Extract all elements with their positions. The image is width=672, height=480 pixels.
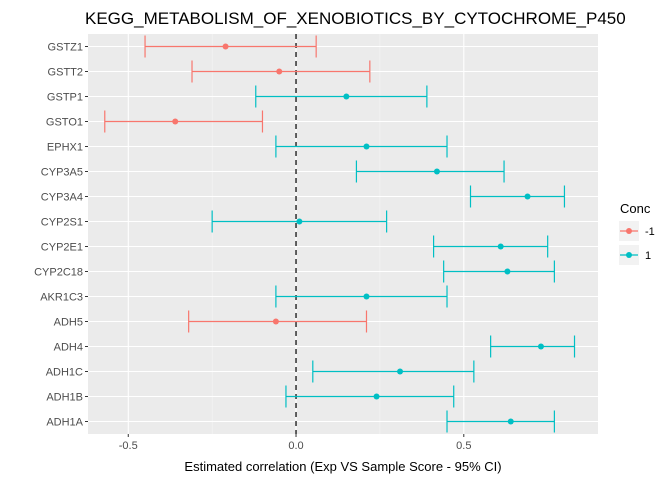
- errorbar: [255, 85, 428, 108]
- y-tick-label: CYP3A5: [41, 167, 83, 179]
- errorbar: [446, 410, 555, 433]
- errorbar: [275, 285, 448, 308]
- legend-key: [619, 245, 639, 265]
- x-axis-ticks: -0.5 0.0 0.5: [119, 434, 471, 452]
- errorbar: [355, 160, 505, 183]
- data-point: [504, 268, 511, 275]
- grid-minor: [211, 34, 381, 434]
- legend-key: [619, 221, 639, 241]
- y-tick-label: ADH1A: [46, 417, 83, 429]
- legend-title: Conc: [620, 201, 651, 216]
- y-tick-label: CYP2E1: [41, 242, 83, 254]
- data-point: [397, 368, 404, 375]
- y-tick-label: EPHX1: [47, 142, 83, 154]
- x-axis-label: Estimated correlation (Exp VS Sample Sco…: [184, 459, 501, 474]
- y-tick-label: AKR1C3: [40, 292, 83, 304]
- y-tick-label: GSTO1: [46, 117, 83, 129]
- errorbar: [490, 335, 576, 358]
- errorbar: [432, 235, 549, 258]
- data-point: [497, 243, 504, 250]
- legend-key-point: [626, 252, 632, 258]
- x-tick-label: 0.0: [288, 440, 303, 452]
- y-tick-label: GSTZ1: [48, 42, 83, 54]
- errorbar: [443, 260, 555, 283]
- data-point: [296, 218, 303, 225]
- y-tick-label: ADH1C: [46, 367, 83, 379]
- legend-key-point: [626, 228, 632, 234]
- errorbar-series: [104, 35, 576, 433]
- data-point: [373, 393, 380, 400]
- point-series: [172, 43, 544, 425]
- chart-title: KEGG_METABOLISM_OF_XENOBIOTICS_BY_CYTOCH…: [85, 9, 626, 28]
- x-tick-label: -0.5: [119, 440, 138, 452]
- data-point: [172, 118, 179, 125]
- plot-panel: [88, 34, 598, 434]
- data-point: [222, 43, 229, 50]
- data-point: [433, 168, 440, 175]
- errorbar: [469, 185, 566, 208]
- errorbar: [275, 135, 448, 158]
- y-tick-label: CYP2S1: [41, 217, 83, 229]
- x-tick-label: 0.5: [456, 440, 471, 452]
- errorbar: [104, 110, 264, 133]
- data-point: [507, 418, 514, 425]
- data-point: [537, 343, 544, 350]
- data-point: [272, 318, 279, 325]
- data-point: [363, 293, 370, 300]
- y-axis-ticks: GSTZ1 GSTT2 GSTP1 GSTO1 EPHX1 CYP3A5 CYP3A4 CYP…: [34, 42, 88, 429]
- legend-label: 1: [645, 250, 651, 262]
- y-tick-label: CYP3A4: [41, 192, 83, 204]
- legend: Conc -1 1: [619, 201, 655, 265]
- data-point: [276, 68, 283, 75]
- y-tick-label: GSTP1: [47, 92, 83, 104]
- data-point: [343, 93, 350, 100]
- errorbar: [285, 385, 455, 408]
- y-tick-label: ADH4: [54, 342, 83, 354]
- legend-label: -1: [645, 226, 655, 238]
- data-point: [524, 193, 531, 200]
- y-tick-label: CYP2C18: [34, 267, 83, 279]
- y-tick-label: ADH1B: [46, 392, 83, 404]
- data-point: [363, 143, 370, 150]
- y-tick-label: GSTT2: [48, 67, 83, 79]
- y-tick-label: ADH5: [54, 317, 83, 329]
- errorbar: [312, 360, 475, 383]
- errorbar: [144, 35, 317, 58]
